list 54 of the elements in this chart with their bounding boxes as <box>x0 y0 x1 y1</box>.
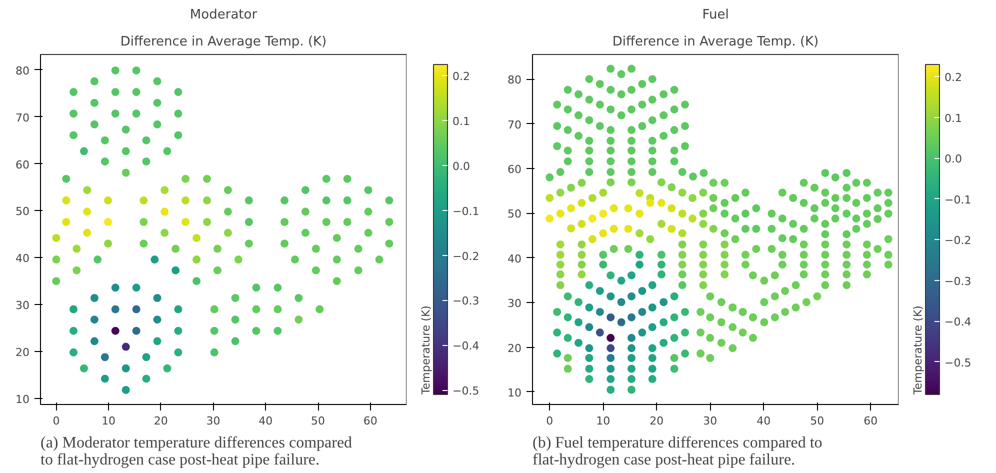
color-bar-label: 0.2 <box>944 71 962 84</box>
text: (b) Fuel temperature differences compared to flat-hydrogen case post-heat pipe failure. <box>532 434 822 468</box>
y-tick-label: 10 <box>508 386 522 400</box>
text: (a) Moderator temperature differences compared to flat-hydrogen case post-heat pipe failure. <box>40 434 352 468</box>
color-bar-label: 0.2 <box>452 70 470 84</box>
x-tick-label: 30 <box>206 414 220 428</box>
x-tick-label: 0 <box>546 414 554 428</box>
color-bar-label: −0.4 <box>452 340 480 353</box>
color-bar-label: −0.3 <box>452 294 480 308</box>
y-tick-label: 70 <box>16 111 30 124</box>
color-bar-label: −0.3 <box>944 274 972 288</box>
y-tick-label: 40 <box>508 252 522 266</box>
y-tick-label: 30 <box>16 299 30 312</box>
color-bar-label: −0.5 <box>944 356 972 370</box>
y-tick-label: 50 <box>16 205 30 218</box>
x-tick-label: 0 <box>52 414 60 428</box>
x-tick-label: 30 <box>703 414 718 428</box>
chart-title: Fuel <box>702 8 729 22</box>
chart-subtitle: Difference in Average Temp. (K) <box>120 34 327 50</box>
x-tick-label: 10 <box>596 414 610 428</box>
color-bar-label: −0.2 <box>944 234 972 248</box>
x-tick-label: 20 <box>154 414 168 428</box>
color-bar-label: −0.4 <box>944 316 972 329</box>
color-bar-label: −0.2 <box>452 250 480 263</box>
chart-title: Moderator <box>190 8 258 22</box>
x-tick-label: 60 <box>363 414 378 428</box>
color-bar-label: 0.0 <box>944 152 962 166</box>
y-tick-label: 20 <box>16 346 30 359</box>
x-tick-label: 20 <box>650 414 664 428</box>
color-bar-label: −0.1 <box>452 204 480 218</box>
color-bar-label: 0.0 <box>452 160 470 174</box>
y-tick-label: 40 <box>16 252 30 266</box>
color-bar-label: 0.1 <box>944 112 962 125</box>
color-bar-title: Temperature (K) <box>420 306 432 396</box>
y-tick-label: 20 <box>508 342 522 355</box>
y-tick-label: 60 <box>508 162 522 176</box>
color-bar-label: −0.1 <box>944 193 972 206</box>
color-bar-label: −0.5 <box>452 384 480 398</box>
x-tick-label: 40 <box>258 414 273 428</box>
y-tick-label: 70 <box>508 118 522 132</box>
x-tick-label: 60 <box>864 414 878 428</box>
y-tick-label: 30 <box>508 297 522 310</box>
color-bar-title: Temperature (K) <box>912 306 924 396</box>
y-tick-label: 60 <box>16 158 30 172</box>
y-tick-label: 10 <box>16 392 30 406</box>
x-tick-label: 50 <box>810 414 824 428</box>
y-tick-label: 50 <box>508 208 522 221</box>
x-tick-label: 10 <box>102 414 116 428</box>
y-tick-label: 80 <box>508 74 522 87</box>
color-bar-label: 0.1 <box>452 115 470 128</box>
y-tick-label: 80 <box>16 64 30 78</box>
x-tick-label: 50 <box>311 414 326 428</box>
chart-subtitle: Difference in Average Temp. (K) <box>612 34 819 50</box>
x-tick-label: 40 <box>756 414 771 428</box>
